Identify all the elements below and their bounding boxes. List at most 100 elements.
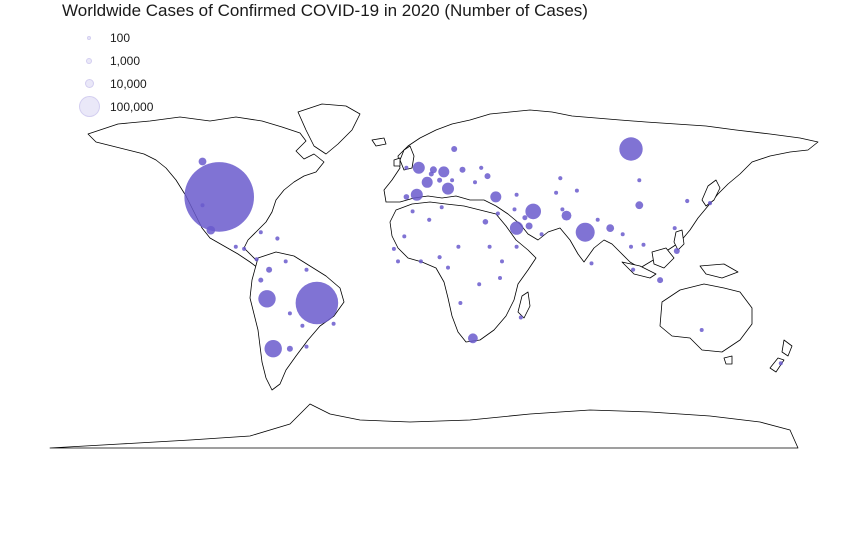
case-bubble [558,176,563,181]
case-bubble [410,209,415,214]
case-bubble [304,267,309,272]
case-bubble [539,232,544,237]
case-bubble [437,255,442,260]
case-bubble [673,248,680,254]
case-bubble [437,177,443,183]
case-bubble [509,221,524,235]
case-bubble [242,246,247,251]
case-bubble [458,301,463,305]
case-bubble [514,244,519,249]
case-bubble [442,182,454,195]
legend-bubble-100000 [78,96,100,117]
legend-label-10000: 10,000 [110,76,147,91]
case-bubble [421,176,433,188]
legend-item-1000: 1,000 [76,49,153,72]
case-bubble [512,207,517,212]
legend-item-100000: 100,000 [76,95,153,118]
land-iceland [371,137,387,147]
case-bubble [631,267,636,272]
land-africa [389,201,537,343]
case-bubble [699,328,704,332]
case-bubble [554,190,559,195]
legend-label-100: 100 [110,30,131,45]
land-japan [701,179,721,207]
case-bubble [404,165,409,170]
case-bubble [427,217,432,222]
case-bubble [266,266,273,273]
land-borneo [651,247,675,269]
case-bubble [484,173,491,180]
case-bubble [641,242,646,247]
legend-bubble-10000 [84,79,94,88]
land-philippines [673,229,685,251]
case-bubble [391,246,396,251]
case-bubble [304,344,309,349]
case-bubble [477,282,482,287]
land-madagascar [517,291,531,319]
case-bubble [258,277,264,283]
legend-item-100: 100 [76,26,153,49]
case-bubble [402,234,407,239]
case-bubble [479,165,484,170]
case-bubble [589,261,594,266]
case-bubble [233,244,238,249]
case-bubble [200,203,205,208]
case-bubble [396,259,400,264]
legend-label-1000: 1,000 [110,53,141,68]
land-new-zealand-south [769,357,785,373]
case-bubble [254,257,259,262]
case-bubble [522,215,528,221]
legend-label-100000: 100,000 [110,99,154,114]
case-bubble [672,226,677,231]
case-bubble [560,207,565,212]
case-bubble [456,244,461,249]
case-bubble [619,137,643,161]
land-new-zealand-north [781,339,793,357]
land-tasmania [723,355,733,365]
case-bubbles [184,137,783,366]
land-indonesia-west [621,261,657,279]
case-bubble [286,345,293,352]
chart-title: Worldwide Cases of Confirmed COVID-19 in… [62,1,588,20]
case-bubble [575,222,595,242]
case-bubble [620,232,625,237]
case-bubble [287,311,292,316]
case-bubble [206,225,216,235]
case-bubble [459,166,466,173]
case-bubble [418,259,423,264]
case-bubble [410,188,423,201]
case-bubble [283,259,288,264]
size-legend: 100 1,000 10,000 100,000 [76,26,153,118]
case-bubble [451,146,458,152]
case-bubble [482,219,489,225]
case-bubble [300,323,305,328]
land-outlines [49,103,819,449]
case-bubble [490,191,502,203]
land-antarctica [49,403,799,449]
case-bubble [637,178,642,183]
case-bubble [629,244,633,249]
case-bubble [635,201,644,210]
case-bubble [438,166,450,178]
case-bubble [446,265,450,270]
case-bubble [198,157,207,166]
case-bubble [606,224,615,233]
case-bubble [428,171,434,177]
case-bubble [657,277,664,284]
case-bubble [778,361,783,366]
land-australia [659,283,753,353]
case-bubble [468,333,478,344]
case-bubble [331,321,336,326]
case-bubble [685,198,690,204]
case-bubble [439,205,444,210]
case-bubble [487,244,492,249]
case-bubble [500,259,504,264]
legend-bubble-1000 [86,57,92,64]
case-bubble [412,161,425,174]
legend-bubble-100 [87,35,91,40]
case-bubble [525,222,533,230]
land-new-guinea [699,263,739,279]
case-bubble [295,281,339,325]
land-greenland [297,103,361,155]
